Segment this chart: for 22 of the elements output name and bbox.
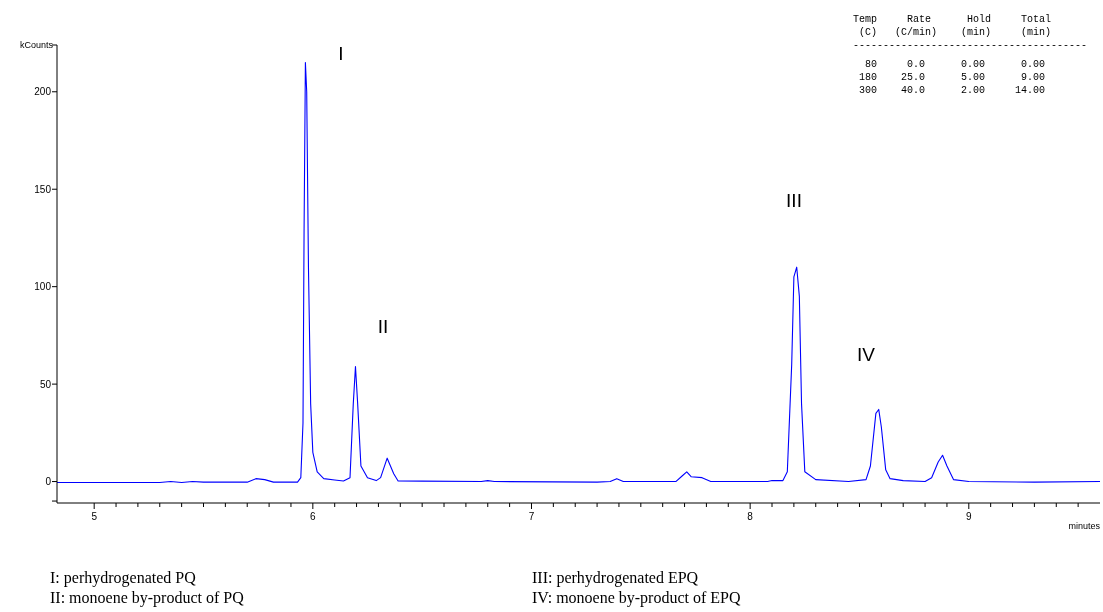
line-series xyxy=(56,61,1101,484)
y-tick-label: 50 xyxy=(39,378,52,390)
annotation: IV xyxy=(857,343,876,365)
y-tick-label: 100 xyxy=(34,281,52,293)
text: IV: monoene by-product of EPQ xyxy=(532,589,741,607)
x-tick-label: 6 xyxy=(310,511,317,522)
x-tick-label: 9 xyxy=(966,511,973,522)
annotation: III xyxy=(786,189,802,211)
text: II: monoene by-product of PQ xyxy=(50,589,245,607)
y-tick-label: 0 xyxy=(45,476,52,488)
annotation: Temp Rate Hold Total (C) (C/min) (min) (min) --------------------------------------- 80 0.0 0.00 0.00 180 25.0 5.00 9.00 300 40.0 2.00 14.00 xyxy=(853,14,1088,96)
x-axis-title: minutes xyxy=(1068,521,1101,531)
annotation: II xyxy=(377,315,389,337)
text: III: perhydrogenated EPQ xyxy=(532,569,699,587)
y-tick-label: 150 xyxy=(34,183,52,195)
y-axis-title: kCounts xyxy=(19,40,54,51)
y-tick-label: 200 xyxy=(34,86,52,98)
x-tick-label: 8 xyxy=(747,511,754,522)
x-tick-label: 7 xyxy=(528,511,535,522)
x-tick-label: 5 xyxy=(91,511,98,522)
annotation: I xyxy=(338,42,344,64)
text: I: perhydrogenated PQ xyxy=(50,569,197,587)
